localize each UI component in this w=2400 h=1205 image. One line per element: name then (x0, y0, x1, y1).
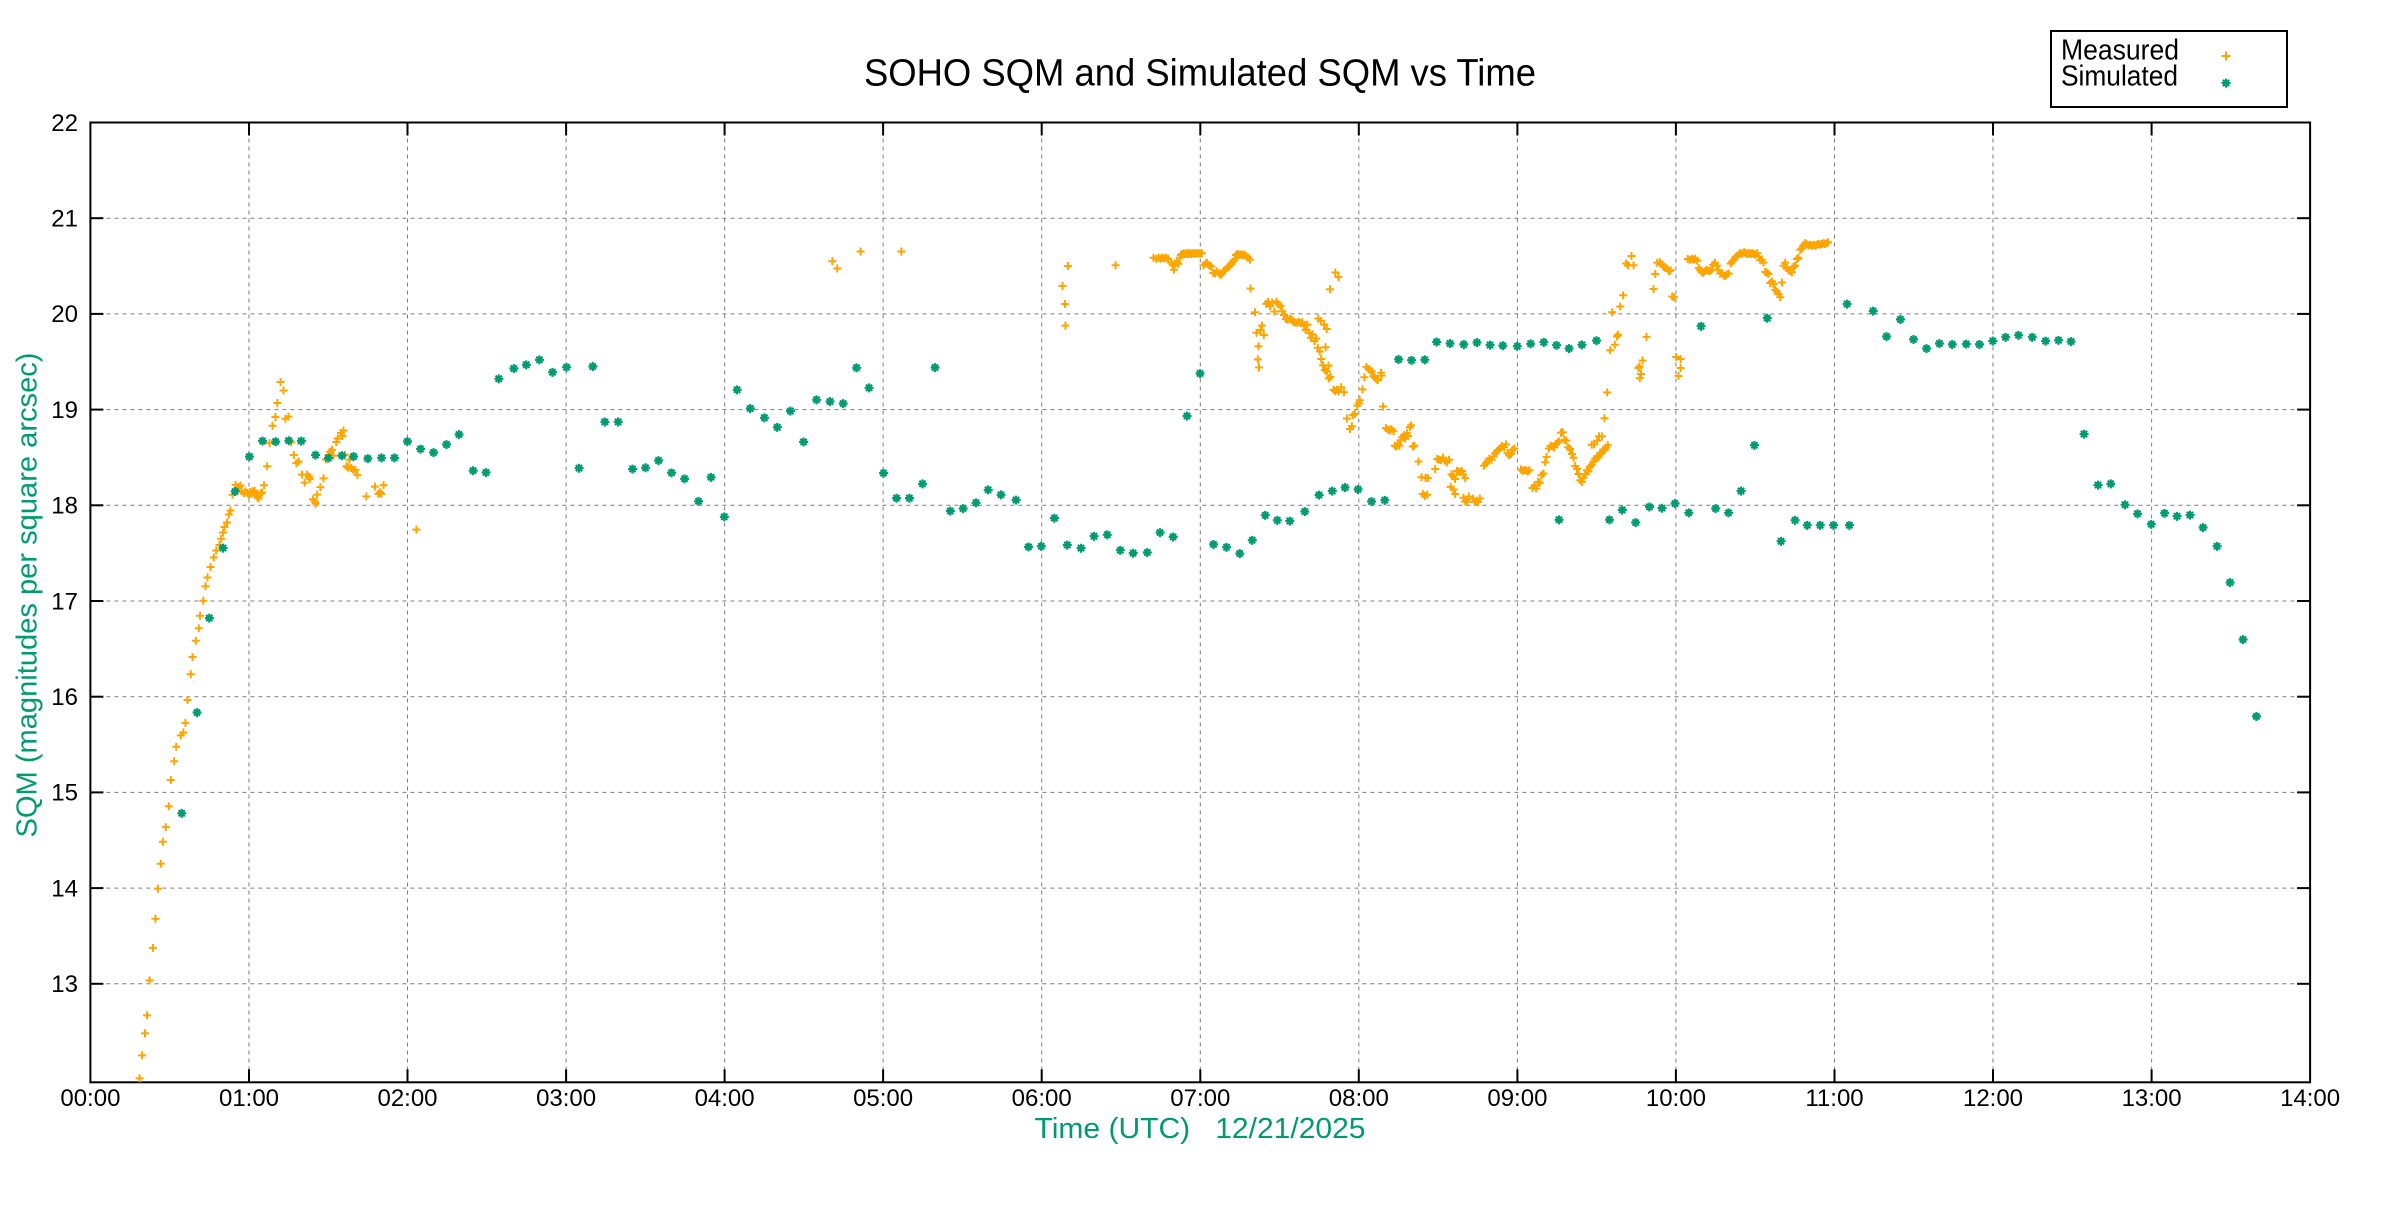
svg-text:18: 18 (51, 493, 78, 520)
svg-text:05:00: 05:00 (853, 1085, 913, 1112)
svg-text:16: 16 (51, 684, 78, 711)
svg-text:04:00: 04:00 (695, 1085, 755, 1112)
svg-text:07:00: 07:00 (1170, 1085, 1230, 1112)
svg-text:13:00: 13:00 (2122, 1085, 2182, 1112)
svg-text:14:00: 14:00 (2280, 1085, 2340, 1112)
svg-text:Measured: Measured (2061, 35, 2179, 67)
svg-text:10:00: 10:00 (1646, 1085, 1706, 1112)
svg-text:19: 19 (51, 397, 78, 424)
svg-text:00:00: 00:00 (60, 1085, 120, 1112)
svg-text:15: 15 (51, 780, 78, 807)
svg-text:21: 21 (51, 206, 78, 233)
svg-text:02:00: 02:00 (377, 1085, 437, 1112)
svg-text:01:00: 01:00 (219, 1085, 279, 1112)
svg-text:SOHO SQM and Simulated SQM vs: SOHO SQM and Simulated SQM vs Time (864, 53, 1536, 95)
svg-text:SQM (magnitudes per square arc: SQM (magnitudes per square arcsec) (12, 353, 44, 838)
svg-text:08:00: 08:00 (1329, 1085, 1389, 1112)
svg-text:22: 22 (51, 110, 78, 137)
svg-text:06:00: 06:00 (1012, 1085, 1072, 1112)
svg-text:Time (UTC) 12/21/2025: Time (UTC) 12/21/2025 (1035, 1113, 1366, 1145)
svg-text:12:00: 12:00 (1963, 1085, 2023, 1112)
svg-text:03:00: 03:00 (536, 1085, 596, 1112)
svg-text:11:00: 11:00 (1805, 1085, 1863, 1112)
svg-text:20: 20 (51, 301, 78, 328)
svg-text:14: 14 (51, 875, 78, 902)
svg-text:09:00: 09:00 (1487, 1085, 1547, 1112)
svg-text:13: 13 (51, 971, 78, 998)
svg-text:17: 17 (51, 588, 78, 615)
svg-text:Simulated: Simulated (2061, 61, 2178, 93)
